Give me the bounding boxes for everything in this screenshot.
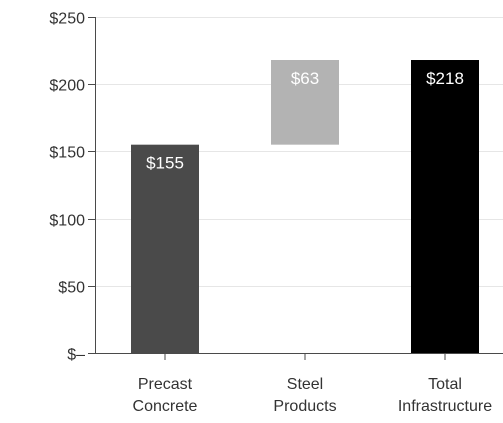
x-tick-label: Concrete <box>133 398 198 415</box>
x-tick-label: Steel <box>287 376 323 393</box>
x-tick-label: Precast <box>138 376 193 393</box>
bar <box>271 60 339 145</box>
y-tick-label: $200 <box>49 78 85 95</box>
bar <box>131 144 199 353</box>
data-label: $218 <box>426 69 464 88</box>
data-label: $155 <box>146 154 184 173</box>
bar <box>411 60 479 354</box>
y-tick-label: $250 <box>49 11 85 28</box>
bar-layer <box>131 60 479 354</box>
x-tick-label: Total <box>428 376 462 393</box>
x-tick-label: Infrastructure <box>398 398 492 415</box>
x-tick-label: Products <box>273 398 336 415</box>
axis-layer: $– $50 $100 $150 $200 $250 Precast Concrete Stee… <box>49 11 503 415</box>
y-tick-label: $150 <box>49 145 85 162</box>
y-tick-label: $– <box>67 347 85 364</box>
y-tick-label: $100 <box>49 213 85 230</box>
y-tick-label: $50 <box>58 280 85 297</box>
data-label: $63 <box>291 69 319 88</box>
label-layer: $155 $63 $218 <box>146 69 464 173</box>
